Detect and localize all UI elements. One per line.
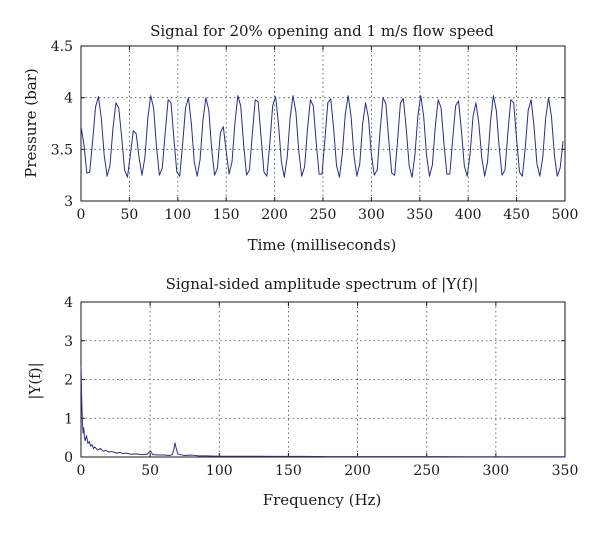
x-tick-label: 0 <box>77 463 86 479</box>
y-tick-label: 4 <box>64 91 73 107</box>
grid <box>81 302 565 457</box>
x-axis-label: Time (milliseconds) <box>248 236 397 254</box>
series-layer <box>80 365 565 458</box>
chart-title: Signal-sided amplitude spectrum of |Y(f)… <box>166 275 479 293</box>
x-tick-label: 500 <box>552 207 579 223</box>
x-tick-label: 0 <box>77 207 86 223</box>
x-tick-label: 100 <box>164 207 191 223</box>
grid <box>81 46 565 201</box>
x-tick-label: 150 <box>213 207 240 223</box>
y-tick-label: 3.5 <box>51 142 73 158</box>
x-tick-label: 400 <box>455 207 482 223</box>
y-axis-label: Pressure (bar) <box>22 68 40 177</box>
y-tick-label: 4 <box>64 295 73 311</box>
x-tick-label: 100 <box>206 463 233 479</box>
series-line <box>80 95 564 178</box>
x-tick-label: 300 <box>482 463 509 479</box>
series-line <box>80 365 565 458</box>
x-tick-label: 200 <box>261 207 288 223</box>
x-tick-label: 50 <box>141 463 159 479</box>
x-tick-label: 250 <box>310 207 337 223</box>
amplitude-spectrum-chart: Signal-sided amplitude spectrum of |Y(f)… <box>26 275 578 509</box>
x-tick-label: 300 <box>358 207 385 223</box>
chart-title: Signal for 20% opening and 1 m/s flow sp… <box>150 22 494 40</box>
axis-ticks: 0 50 100 150 200 250 300 350 0 1 2 3 4 <box>64 295 578 479</box>
y-tick-label: 0 <box>64 450 73 466</box>
pressure-signal-chart: Signal for 20% opening and 1 m/s flow sp… <box>22 22 578 254</box>
y-tick-label: 2 <box>64 373 73 389</box>
y-tick-label: 4.5 <box>51 39 73 55</box>
axis-ticks: 0 50 100 150 200 250 300 350 400 450 500 3 3.5 4 4.5 <box>51 39 579 223</box>
x-tick-label: 250 <box>413 463 440 479</box>
x-tick-label: 350 <box>552 463 579 479</box>
y-tick-label: 3 <box>64 194 73 210</box>
x-tick-label: 450 <box>503 207 530 223</box>
y-tick-label: 3 <box>64 334 73 350</box>
y-axis-label: |Y(f)| <box>26 362 44 399</box>
x-axis-label: Frequency (Hz) <box>263 491 382 509</box>
x-tick-label: 200 <box>344 463 371 479</box>
x-tick-label: 350 <box>406 207 433 223</box>
x-tick-label: 50 <box>120 207 138 223</box>
x-tick-label: 150 <box>275 463 302 479</box>
y-tick-label: 1 <box>64 411 73 427</box>
series-layer <box>80 95 564 178</box>
